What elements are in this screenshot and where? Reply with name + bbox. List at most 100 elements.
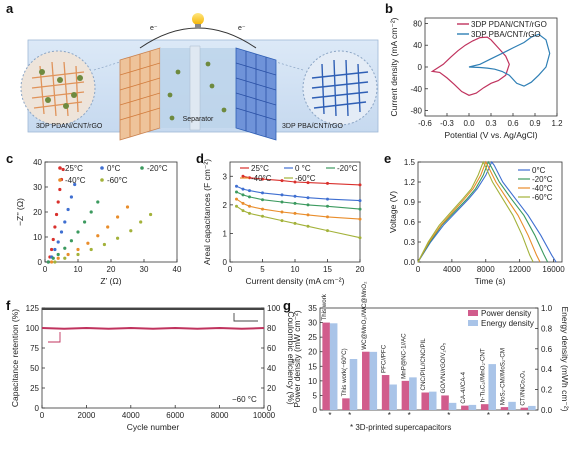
nyquist-point-1	[53, 247, 57, 252]
nyquist-point-3	[50, 260, 54, 264]
gcd-curve-2	[417, 160, 541, 263]
y-tick-label-f: 75	[30, 344, 39, 353]
legend-label-c: -60°C	[107, 176, 128, 185]
y-right-tick-label-g: 0.8	[541, 324, 553, 333]
legend-label-c: -20°C	[147, 164, 168, 173]
capacitance-point-2	[326, 204, 329, 208]
y-tick-label-d: 3	[223, 172, 228, 181]
left-connector	[93, 61, 121, 71]
x-tick-label-f: 2000	[78, 411, 96, 420]
energy-density-bar	[508, 401, 516, 410]
y-right-tick-label-f: 100	[267, 304, 281, 313]
x-tick-label-f: 10000	[253, 411, 276, 420]
category-label: CNC/PIL//CNC/PIL	[420, 338, 427, 391]
power-density-bar	[401, 380, 410, 410]
right-lattice	[311, 59, 369, 117]
legend-swatch-c	[58, 166, 62, 170]
y-tick-label-b: -80	[410, 107, 422, 116]
capacitance-point-0	[306, 181, 310, 185]
panel-letter-d: d	[196, 151, 204, 166]
nyquist-point-4	[129, 229, 133, 233]
nyquist-point-1	[69, 195, 73, 199]
y-tick-label-g: 10	[308, 377, 317, 386]
energy-density-bar	[488, 364, 496, 410]
separator	[189, 45, 201, 131]
y-tick-label-e: 0.9	[404, 198, 416, 207]
nyquist-point-2	[63, 246, 67, 250]
nyquist-point-3	[125, 205, 130, 209]
energy-density-bar	[429, 391, 437, 410]
panel-letter-f: f	[6, 298, 11, 313]
y-tick-label-f: 50	[30, 364, 39, 373]
nyquist-point-2	[51, 256, 55, 260]
y-axis-label-b: Current density (mA cm⁻²)	[389, 17, 399, 116]
x-tick-label-c: 10	[74, 265, 83, 274]
capacitance-point-1	[358, 199, 362, 203]
nyquist-point-2	[56, 252, 60, 257]
nyquist-point-4	[139, 220, 143, 224]
capacitance-point-4	[293, 221, 297, 225]
left-particles	[39, 69, 83, 109]
y-tick-label-e: 0.0	[404, 258, 416, 267]
x-tick-label-b: 0.3	[485, 119, 497, 128]
legend-label-d: -40°C	[251, 174, 272, 183]
x-axis-label-f: Cycle number	[127, 422, 180, 432]
footnote-g: * 3D-printed supercapacitors	[350, 423, 451, 432]
category-label: MnP@NC-1//AC	[400, 333, 407, 379]
capacitance-point-1	[326, 197, 329, 201]
panel-letter-g: g	[283, 298, 291, 313]
power-density-bar	[500, 407, 509, 410]
power-density-bar	[342, 398, 350, 410]
capacitance-point-4	[261, 214, 264, 218]
chart-b-cv: -0.6 -0.3 0.0 0.3 0.6 0.9 1.2 -80 -40 0 40 80 Potent…	[389, 17, 563, 140]
gcd-curve-1	[417, 160, 549, 263]
nyquist-point-4	[102, 242, 106, 247]
capacitance-point-4	[235, 204, 238, 208]
star-marker: *	[408, 411, 411, 420]
x-tick-label-e: 8000	[477, 265, 495, 274]
panel-a-schematic: Separator e⁻ e⁻ 3DP PDAN/CNT/rGO 3DP PBA…	[20, 13, 379, 141]
x-tick-label-e: 4000	[443, 265, 461, 274]
legend-swatch-c	[100, 178, 104, 182]
x-axis-label-c: Z’ (Ω)	[100, 276, 121, 286]
star-marker: *	[388, 411, 391, 420]
y-right-tick-label-f: 40	[267, 364, 276, 373]
legend-label-d: 25°C	[251, 164, 269, 173]
x-tick-label-f: 6000	[166, 411, 184, 420]
capacitance-point-3	[280, 210, 284, 214]
chart-c-nyquist: 0 10 20 30 40 0 10 20 30 40 Z’ (Ω) −Z’’ (Ω) 25°C 0°C -…	[15, 158, 182, 286]
legend-label-g: Power density	[481, 309, 531, 318]
y-tick-label-g: 15	[308, 362, 317, 371]
capacitance-point-3	[241, 201, 245, 205]
capacitance-line-3	[236, 198, 361, 220]
capacitance-point-0	[326, 181, 329, 185]
x-tick-label-f: 0	[40, 411, 45, 420]
category-label: This work(−60°C)	[341, 348, 348, 396]
capacitance-point-0	[261, 177, 264, 181]
y-right-tick-label-g: 0.4	[541, 365, 553, 374]
capacitance-point-2	[241, 193, 245, 197]
panel-letter-b: b	[385, 1, 393, 16]
x-tick-label-d: 0	[228, 265, 233, 274]
power-density-bar	[520, 407, 529, 410]
y-tick-label-c: 10	[33, 233, 42, 242]
nyquist-point-1	[73, 182, 77, 187]
nyquist-point-4	[116, 236, 120, 240]
annotation-f: −60 °C	[232, 395, 257, 404]
nyquist-point-0	[53, 225, 57, 229]
energy-density-bar	[528, 405, 536, 410]
y-right-tick-label-f: 60	[267, 344, 276, 353]
power-density-bar	[441, 395, 449, 410]
y-tick-label-e: 1.5	[404, 158, 416, 167]
cv-curve-1	[468, 33, 551, 87]
x-axis-label-e: Time (s)	[475, 276, 506, 286]
y-right-tick-label-g: 0.2	[541, 386, 553, 395]
lightbulb-icon	[192, 13, 204, 28]
panel-letter-a: a	[6, 1, 14, 16]
nyquist-point-0	[61, 167, 65, 172]
star-marker: *	[507, 411, 510, 420]
nyquist-point-4	[53, 260, 57, 264]
nyquist-point-3	[66, 252, 70, 257]
energy-density-bar	[409, 377, 417, 410]
nyquist-point-4	[149, 212, 153, 217]
